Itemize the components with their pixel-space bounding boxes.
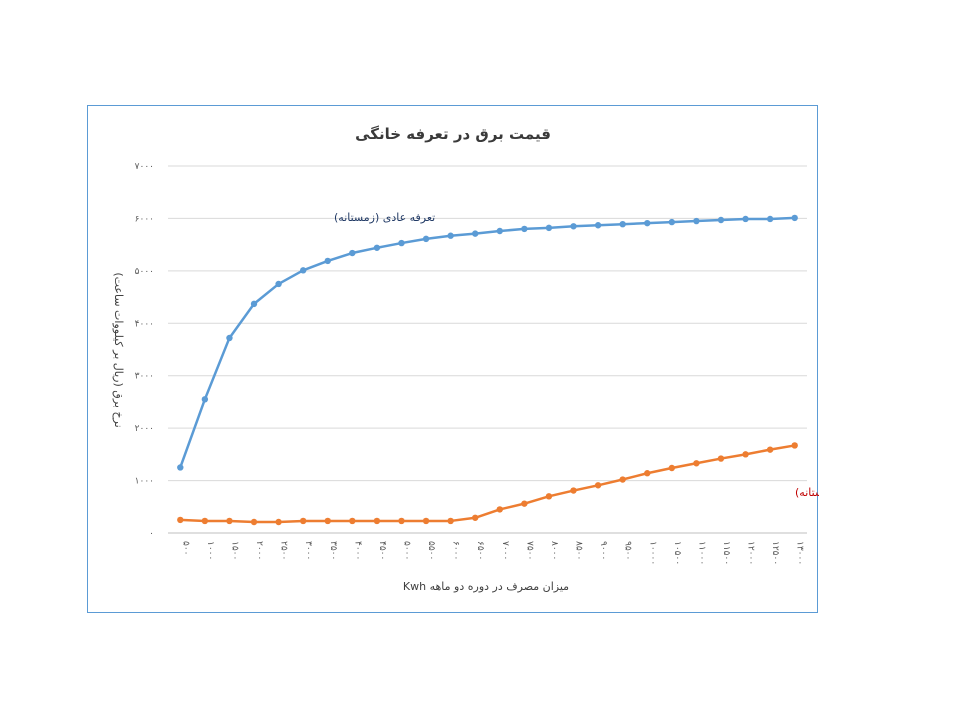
data-point — [545, 493, 553, 500]
x-tick-label: ۳۰۰۰ — [303, 541, 313, 560]
data-point — [324, 257, 331, 265]
chart-title: قیمت برق در تعرفه خانگی — [355, 125, 551, 143]
x-axis-label: میزان مصرف در دوره دو ماهه Kwh — [403, 580, 569, 593]
x-tick-labels: ۵۰۰ ۱۰۰۰ ۱۵۰۰ ۲۰۰۰ ۲۵۰۰ ۳۰۰۰ ۳۵۰۰ ۴۰۰۰ ۴۵۰۰ ۵۰۰۰ ۵… — [180, 541, 804, 565]
data-point — [226, 334, 233, 342]
chart-svg: ۰ ۱۰۰۰ ۲۰۰۰ ۳۰۰۰ ۴۰۰۰ ۵۰۰۰ ۶۰۰۰ ۷۰۰۰ ۵۰۰ ۱۰۰۰ ۱۵۰… — [112, 125, 819, 593]
data-point — [766, 215, 774, 223]
data-point — [693, 217, 700, 225]
data-point — [349, 517, 356, 525]
data-point — [299, 267, 307, 274]
data-point — [791, 442, 798, 449]
x-tick-label: ۶۰۰۰ — [451, 541, 461, 560]
data-point — [275, 518, 282, 526]
data-point — [619, 220, 626, 228]
data-point — [472, 230, 479, 237]
x-tick-label: ۱۲۵۰۰ — [770, 541, 780, 565]
x-tick-label: ۴۵۰۰ — [377, 541, 387, 560]
x-tick-label: ۷۰۰۰ — [500, 541, 510, 560]
x-tick-label: ۴۰۰۰ — [352, 541, 362, 560]
data-point — [201, 517, 209, 525]
data-point — [717, 216, 725, 224]
x-tick-label: ۱۱۵۰۰ — [721, 541, 731, 565]
data-point — [324, 517, 331, 525]
x-tick-label: ۹۵۰۰ — [623, 541, 633, 560]
data-point — [742, 451, 749, 458]
data-point — [226, 517, 233, 525]
y-axis-label: نرخ برق (ریال بر کیلووات ساعت) — [112, 272, 125, 427]
series-label-winter: تعرفه عادی (زمستانه) — [334, 211, 435, 224]
x-tick-label: ۱۵۰۰ — [229, 541, 239, 560]
data-point — [177, 464, 184, 471]
x-tick-label: ۵۰۰ — [180, 541, 190, 556]
data-point — [398, 239, 405, 247]
data-point — [594, 222, 602, 229]
y-tick-label: ۲۰۰۰ — [135, 424, 154, 434]
data-point — [250, 518, 258, 526]
y-tick-label: ۰ — [149, 529, 154, 539]
x-tick-label: ۱۲۰۰۰ — [746, 541, 756, 565]
data-point — [250, 300, 258, 308]
x-tick-label: ۵۰۰۰ — [401, 541, 411, 560]
data-point — [570, 487, 577, 494]
y-tick-label: ۱۰۰۰ — [135, 477, 154, 487]
y-tick-label: ۴۰۰۰ — [135, 319, 154, 329]
y-tick-label: ۷۰۰۰ — [135, 162, 154, 172]
data-point — [668, 464, 676, 472]
data-point — [299, 517, 307, 525]
data-point — [349, 249, 356, 257]
x-tick-label: ۱۱۰۰۰ — [696, 541, 706, 565]
data-point — [619, 476, 626, 483]
data-point — [447, 232, 454, 239]
data-point — [373, 517, 381, 525]
x-tick-label: ۱۰۰۰۰ — [647, 541, 657, 565]
x-tick-label: ۹۰۰۰ — [598, 541, 608, 560]
data-point — [545, 224, 553, 232]
series-group — [177, 214, 798, 526]
data-point — [447, 517, 454, 525]
y-tick-label: ۵۰۰۰ — [135, 267, 154, 277]
data-point — [791, 214, 798, 222]
data-point — [521, 500, 528, 507]
x-tick-label: ۲۵۰۰ — [279, 541, 289, 560]
data-point — [644, 219, 651, 227]
data-point — [668, 218, 676, 226]
grid-lines — [168, 165, 807, 534]
data-point — [742, 215, 749, 223]
x-tick-label: ۱۰۵۰۰ — [672, 541, 682, 565]
data-point — [373, 244, 381, 251]
x-tick-label: ۸۵۰۰ — [574, 541, 584, 560]
x-tick-label: ۵۵۰۰ — [426, 541, 436, 560]
chart-frame: ۰ ۱۰۰۰ ۲۰۰۰ ۳۰۰۰ ۴۰۰۰ ۵۰۰۰ ۶۰۰۰ ۷۰۰۰ ۵۰۰ ۱۰۰۰ ۱۵۰… — [87, 105, 819, 613]
data-point — [521, 225, 528, 233]
x-tick-label: ۸۰۰۰ — [549, 541, 559, 560]
data-point — [766, 446, 774, 453]
data-point — [570, 223, 577, 230]
data-point — [717, 455, 725, 462]
x-tick-label: ۳۵۰۰ — [328, 541, 338, 560]
x-tick-label: ۱۳۰۰۰ — [795, 541, 805, 565]
data-point — [594, 482, 602, 489]
data-point — [422, 517, 430, 525]
y-tick-labels: ۰ ۱۰۰۰ ۲۰۰۰ ۳۰۰۰ ۴۰۰۰ ۵۰۰۰ ۶۰۰۰ ۷۰۰۰ — [135, 162, 154, 539]
x-tick-label: ۶۵۰۰ — [475, 541, 485, 560]
data-point — [496, 227, 503, 235]
data-point — [496, 506, 503, 513]
data-point — [422, 235, 430, 243]
data-point — [693, 460, 700, 467]
x-tick-label: ۱۰۰۰ — [205, 541, 215, 560]
data-point — [177, 516, 184, 524]
series-line-1 — [180, 444, 795, 524]
series-line-0 — [179, 216, 795, 468]
x-tick-label: ۲۰۰۰ — [254, 541, 264, 560]
data-point — [275, 280, 282, 288]
y-tick-label: ۳۰۰۰ — [135, 372, 154, 382]
x-tick-label: ۷۵۰۰ — [524, 541, 534, 560]
data-point — [644, 470, 651, 477]
data-point — [472, 514, 479, 521]
data-point — [398, 517, 405, 525]
y-tick-label: ۶۰۰۰ — [135, 214, 154, 224]
series-label-summer: تعرفه گرمسیری۱ (تابستانه) — [795, 486, 819, 499]
data-point — [201, 396, 209, 403]
